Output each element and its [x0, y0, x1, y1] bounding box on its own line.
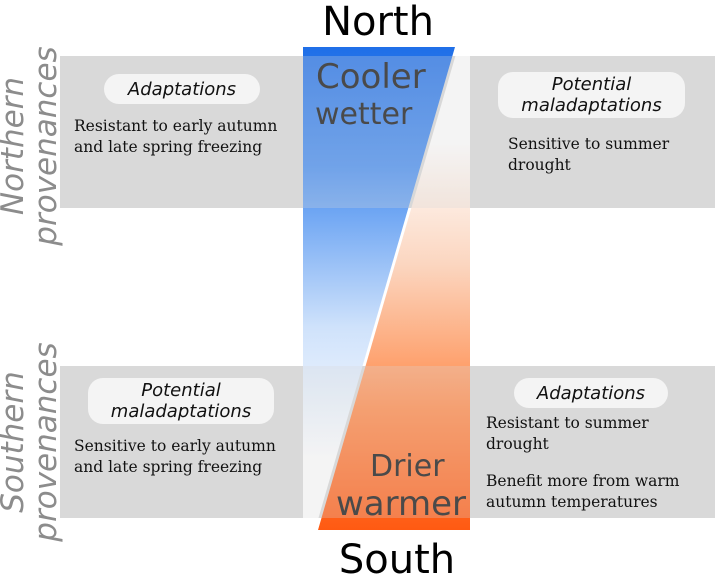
- south-label: South: [338, 537, 456, 583]
- southern-provenances-label: Southern provenances: [0, 342, 64, 542]
- north-label: North: [322, 0, 434, 45]
- drier-label: Drier: [370, 449, 445, 484]
- northern-adaptations-text: Resistant to early autumn and late sprin…: [74, 117, 278, 156]
- warmer-label: warmer: [336, 484, 467, 524]
- southern-maladaptations-heading: Potential maladaptations: [88, 378, 274, 424]
- northern-maladaptations-heading: Potential maladaptations: [498, 72, 685, 118]
- cooler-wetter-wedge: [303, 47, 455, 530]
- southern-maladaptations-text: Sensitive to early autumn and late sprin…: [74, 437, 276, 476]
- southern-band-overlay: [303, 366, 470, 518]
- northern-provenances-label: Northern provenances: [0, 46, 64, 246]
- northern-adaptations-heading: Adaptations: [104, 74, 260, 104]
- southern-adaptations-text-2: Benefit more from warm autumn temperatur…: [486, 472, 680, 511]
- cooler-label: Cooler: [316, 57, 426, 97]
- southern-adaptations-heading: Adaptations: [514, 378, 668, 408]
- drier-warmer-wedge: [318, 47, 470, 530]
- northern-maladaptations-text: Sensitive to summer drought: [508, 135, 670, 174]
- wetter-label: wetter: [315, 97, 413, 132]
- northern-band-overlay: [303, 56, 470, 208]
- southern-adaptations-text: Resistant to summer drought: [486, 414, 649, 453]
